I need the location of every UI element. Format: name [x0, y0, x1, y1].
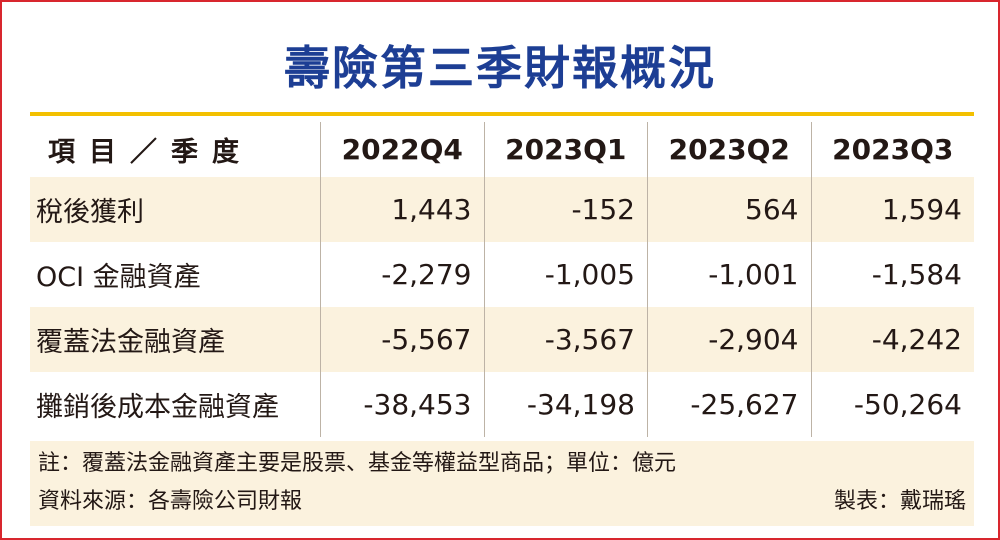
table-cell: -2,279 [320, 242, 484, 307]
table-row: 稅後獲利 1,443 -152 564 1,594 [30, 177, 974, 242]
table-cell: -152 [483, 177, 648, 242]
table-cell: -34,198 [483, 372, 648, 437]
source-text: 資料來源：各壽險公司財報 [38, 489, 303, 514]
table-cell: 564 [647, 177, 811, 242]
source-line: 資料來源：各壽險公司財報 製表：戴瑞瑤 [38, 483, 966, 521]
table-cell: -25,627 [647, 372, 811, 437]
table-header-row: 項目／季度 2022Q4 2023Q1 2023Q2 2023Q3 [30, 122, 974, 177]
header-2023q3: 2023Q3 [810, 122, 975, 177]
credit-text: 製表：戴瑞瑤 [833, 489, 966, 514]
table-cell: -1,005 [483, 242, 648, 307]
table-row: 攤銷後成本金融資產 -38,453 -34,198 -25,627 -50,26… [30, 372, 974, 437]
footnote: 註：覆蓋法金融資產主要是股票、基金等權益型商品；單位：億元 [38, 451, 677, 476]
table-cell: -1,001 [647, 242, 811, 307]
table-row: OCI 金融資產 -2,279 -1,005 -1,001 -1,584 [30, 242, 974, 307]
row-label: 攤銷後成本金融資產 [36, 392, 279, 423]
header-2023q1: 2023Q1 [483, 122, 648, 177]
table-cell: 1,594 [810, 177, 975, 242]
table-cell: 1,443 [320, 177, 484, 242]
header-2022q4: 2022Q4 [320, 122, 484, 177]
page-title: 壽險第三季財報概況 [284, 41, 716, 95]
table-row: 覆蓋法金融資產 -5,567 -3,567 -2,904 -4,242 [30, 307, 974, 372]
table-cell: -5,567 [320, 307, 484, 372]
table-cell: -4,242 [810, 307, 975, 372]
title-divider [30, 112, 974, 116]
table-cell: -3,567 [483, 307, 648, 372]
header-2023q2: 2023Q2 [647, 122, 811, 177]
table-cell: -38,453 [320, 372, 484, 437]
financial-table: 項目／季度 2022Q4 2023Q1 2023Q2 2023Q3 稅後獲利 1… [30, 122, 974, 437]
table-cell: -2,904 [647, 307, 811, 372]
table-cell: -1,584 [810, 242, 975, 307]
table-cell: -50,264 [810, 372, 975, 437]
row-label: OCI 金融資產 [36, 262, 201, 293]
row-label: 覆蓋法金融資產 [36, 327, 225, 358]
row-label: 稅後獲利 [36, 197, 144, 228]
header-item-quarter: 項目／季度 [48, 137, 253, 168]
notes-box: 註：覆蓋法金融資產主要是股票、基金等權益型商品；單位：億元 資料來源：各壽險公司… [30, 441, 974, 526]
